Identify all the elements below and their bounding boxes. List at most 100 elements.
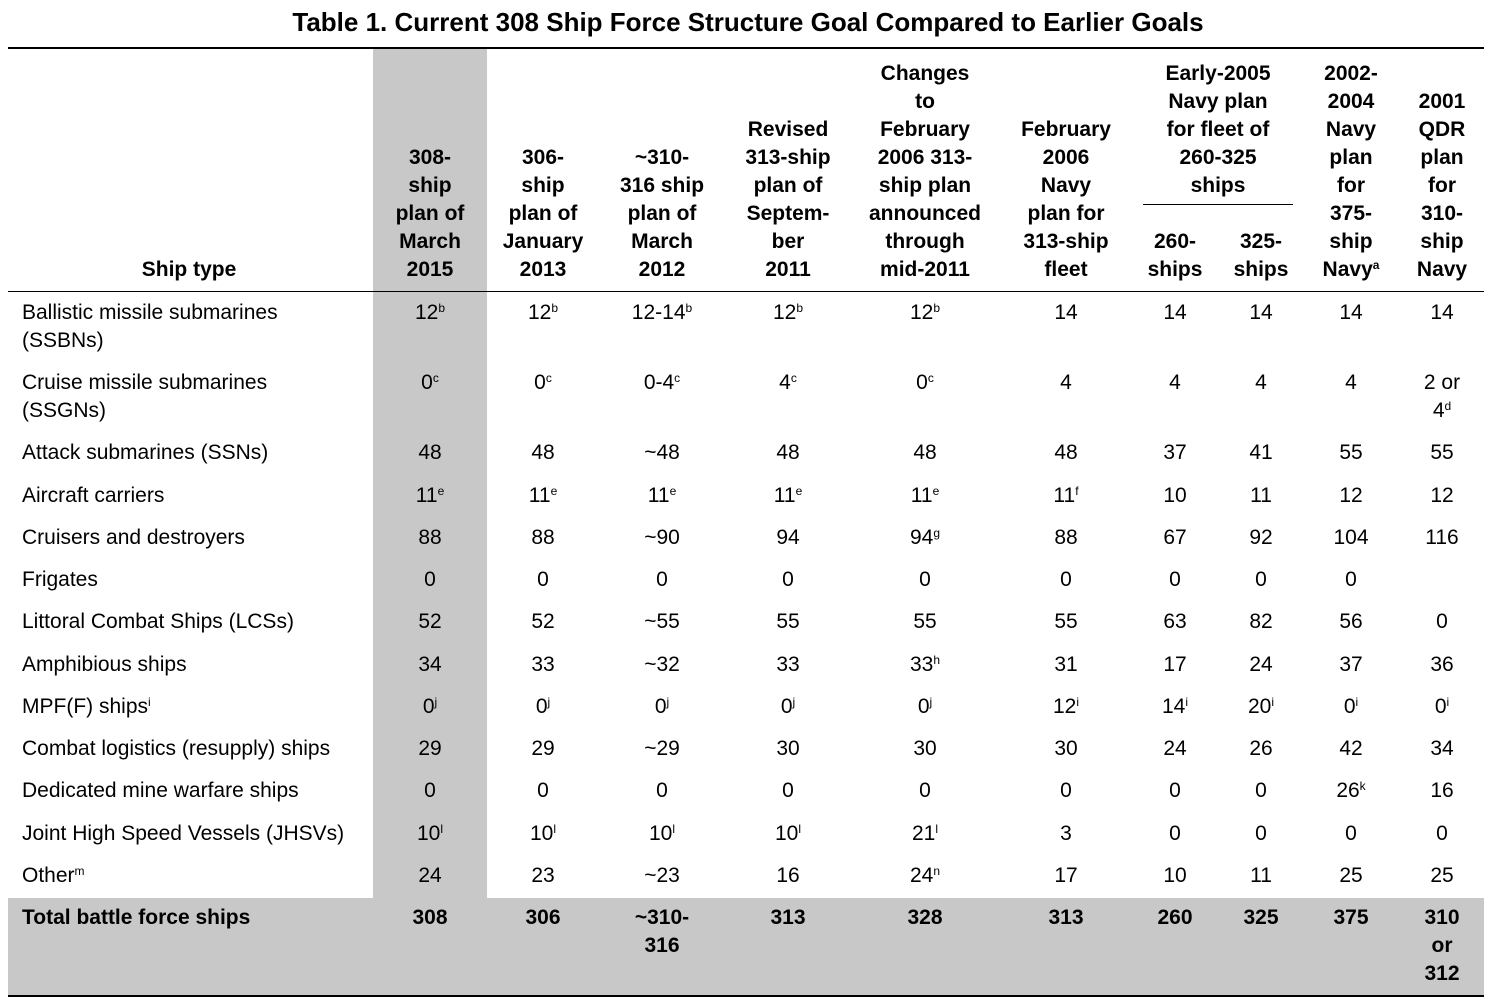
cell: 37 bbox=[1163, 441, 1187, 464]
cell: 0j bbox=[781, 693, 795, 721]
cell: 0 bbox=[919, 568, 931, 591]
footnote-mark: c bbox=[674, 371, 681, 385]
cell-text: 0 bbox=[534, 371, 546, 394]
cell: 12 bbox=[1430, 484, 1454, 507]
footnote-mark: i bbox=[148, 695, 151, 709]
total-row-background bbox=[8, 898, 1484, 995]
column-header: Navya bbox=[1323, 256, 1380, 284]
cell-text: 0 bbox=[421, 371, 433, 394]
cell: 0 bbox=[656, 779, 668, 802]
column-header: ber bbox=[771, 230, 805, 253]
cell: 104 bbox=[1333, 526, 1369, 549]
cell-text: 0 bbox=[535, 695, 548, 718]
row-label: Cruise missile submarines bbox=[22, 371, 268, 394]
footnote-mark: j bbox=[666, 695, 670, 709]
cell: 82 bbox=[1249, 610, 1273, 633]
cell: 11f bbox=[1053, 482, 1078, 510]
group-header: for fleet of bbox=[1166, 118, 1270, 141]
cell: 0 bbox=[656, 568, 668, 591]
cell-text: 0 bbox=[654, 695, 667, 718]
cell: 14 bbox=[1430, 301, 1454, 324]
cell: 0 bbox=[537, 779, 549, 802]
rule bbox=[8, 995, 1484, 997]
rule bbox=[8, 47, 1484, 49]
cell-text: 94 bbox=[909, 526, 934, 549]
cell: 12 bbox=[1339, 484, 1363, 507]
cell: 48 bbox=[531, 441, 555, 464]
cell: 0 bbox=[424, 779, 436, 802]
group-header: 260-325 bbox=[1179, 146, 1257, 169]
column-header: ship bbox=[408, 174, 452, 197]
column-header: plan bbox=[1329, 146, 1373, 169]
column-header: Navy bbox=[1325, 118, 1377, 141]
column-header: March bbox=[399, 230, 461, 253]
row-label: Attack submarines (SSNs) bbox=[22, 441, 269, 464]
cell-text: 12 bbox=[527, 301, 552, 324]
row-label: (SSGNs) bbox=[22, 399, 106, 422]
column-header: 2004 bbox=[1327, 90, 1375, 113]
cell: 0 bbox=[919, 779, 931, 802]
cell: ~55 bbox=[644, 610, 680, 633]
footnote-mark: i bbox=[1185, 695, 1189, 709]
column-header: plan of bbox=[508, 202, 578, 225]
column-header: plan of bbox=[753, 174, 823, 197]
cell: 11 bbox=[1250, 864, 1272, 887]
cell: 4d bbox=[1433, 397, 1451, 425]
cell: 29 bbox=[418, 737, 442, 760]
column-header: 316 ship bbox=[619, 174, 705, 197]
cell-text: 0 bbox=[1434, 695, 1447, 718]
column-header: plan of bbox=[395, 202, 465, 225]
cell: 17 bbox=[1163, 653, 1187, 676]
cell: 12b bbox=[773, 299, 803, 327]
column-header: plan of bbox=[627, 202, 697, 225]
footnote-mark: e bbox=[550, 484, 558, 498]
cell: 0-4c bbox=[644, 369, 680, 397]
cell: 55 bbox=[1339, 441, 1363, 464]
footnote-mark: h bbox=[933, 653, 941, 667]
column-header: Revised bbox=[747, 118, 829, 141]
column-header: 375- bbox=[1329, 202, 1373, 225]
cell: 12b bbox=[415, 299, 445, 327]
cell: 25 bbox=[1430, 864, 1454, 887]
footnote-mark: j bbox=[929, 695, 933, 709]
cell-text: 11 bbox=[528, 484, 551, 507]
cell: 63 bbox=[1163, 610, 1187, 633]
cell: 12-14b bbox=[632, 299, 692, 327]
row-label: MPF(F) shipsi bbox=[22, 693, 151, 721]
group-header: Early-2005 bbox=[1165, 62, 1271, 85]
footnote-mark: l bbox=[935, 822, 939, 836]
cell: 21l bbox=[912, 820, 938, 848]
row-label: Cruisers and destroyers bbox=[22, 526, 245, 549]
row-label: (SSBNs) bbox=[22, 329, 104, 352]
cell: 92 bbox=[1249, 526, 1273, 549]
cell-text: 0 bbox=[916, 371, 928, 394]
cell: 41 bbox=[1249, 441, 1273, 464]
column-header: Navy bbox=[1040, 174, 1092, 197]
cell: 33 bbox=[776, 653, 800, 676]
column-header: plan for bbox=[1027, 202, 1105, 225]
cell: 0 bbox=[1255, 779, 1267, 802]
footnote-mark: l bbox=[672, 822, 676, 836]
cell: 0 bbox=[1345, 822, 1357, 845]
cell: 4 bbox=[1255, 371, 1267, 394]
cell: 11e bbox=[529, 482, 558, 510]
cell: 24 bbox=[418, 864, 442, 887]
cell: 34 bbox=[1430, 737, 1454, 760]
cell: 14 bbox=[1339, 301, 1363, 324]
row-label: Combat logistics (resupply) ships bbox=[22, 737, 331, 760]
footnote-mark: n bbox=[933, 864, 941, 878]
column-header: 310- bbox=[1420, 202, 1464, 225]
cell: 14 bbox=[1163, 301, 1187, 324]
cell-text: 10 bbox=[416, 822, 441, 845]
footnote-mark: e bbox=[669, 484, 677, 498]
rule bbox=[8, 291, 1484, 292]
cell: 0 bbox=[537, 568, 549, 591]
row-label: Amphibious ships bbox=[22, 653, 187, 676]
total-cell: 308 bbox=[412, 906, 448, 929]
cell: 0j bbox=[918, 693, 932, 721]
cell-text: 21 bbox=[911, 822, 936, 845]
cell: 0c bbox=[421, 369, 439, 397]
column-header: for bbox=[1337, 174, 1365, 197]
cell-text: 10 bbox=[774, 822, 799, 845]
